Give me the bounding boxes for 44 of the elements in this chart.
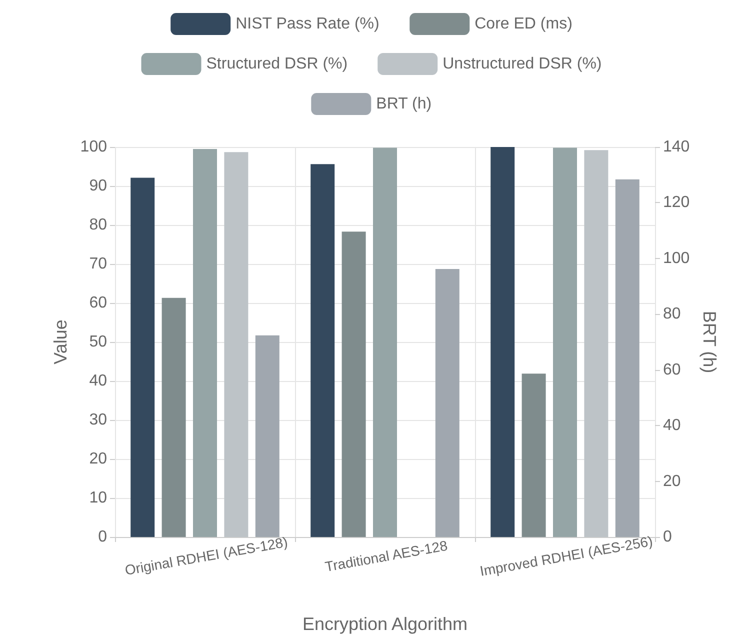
x-tick-label: Traditional AES-128 [324,537,449,575]
legend-label: Unstructured DSR (%) [442,56,602,72]
y-tick-label: 0 [98,528,108,546]
y-tick-label: 60 [89,294,108,312]
x-axis-title: Encryption Algorithm [302,614,468,634]
y-tick-label: 90 [89,178,108,194]
y2-tick-label: 140 [663,138,690,156]
bar [615,179,640,537]
y-axis-title: Value [50,320,70,364]
bar [553,148,577,537]
x-tick-label: Improved RDHEI (AES-256) [478,532,654,579]
bar [522,374,546,537]
bar [584,150,608,537]
y-tick-label: 50 [89,334,108,350]
y-tick-label: 70 [89,256,108,272]
legend-label: Core ED (ms) [474,16,572,32]
y-tick-label: 10 [89,490,108,506]
legend-label: BRT (h) [376,96,432,112]
y-tick-label: 80 [89,216,108,234]
y-tick-label: 40 [89,372,108,390]
bar [490,147,515,537]
bar [130,178,155,537]
legend-label: NIST Pass Rate (%) [236,16,380,32]
y2-tick-label: 120 [663,194,690,212]
y2-tick-label: 40 [663,417,681,434]
bar [435,269,460,537]
legend-label: Structured DSR (%) [206,56,348,72]
y2-tick-label: 80 [663,306,681,323]
bar [224,152,248,537]
y-tick-label: 30 [89,412,108,428]
bar [162,298,186,537]
bar [310,164,335,537]
y-tick-label: 100 [80,138,108,156]
bar [373,148,397,537]
x-tick-label: Original RDHEI (AES-128) [124,534,289,578]
bar [255,335,280,537]
bar [342,232,366,537]
y2-tick-label: 0 [663,528,672,546]
y2-tick-label: 100 [663,250,690,267]
y2-tick-label: 20 [663,472,681,490]
bar [193,148,217,537]
y2-tick-label: 60 [663,361,681,378]
y2-axis-title: BRT (h) [700,310,720,374]
y-tick-label: 20 [89,450,108,468]
